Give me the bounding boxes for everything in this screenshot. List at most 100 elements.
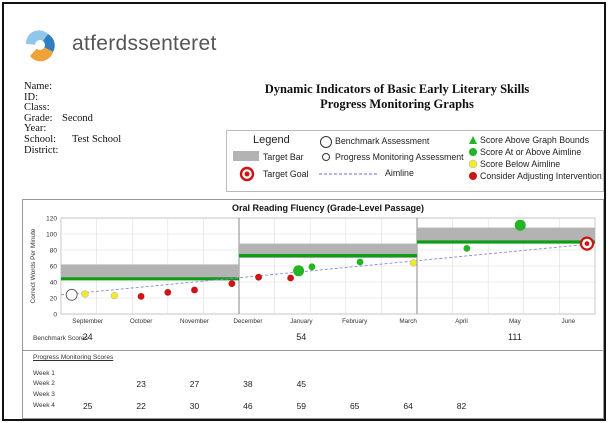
x-tick-label: December <box>233 318 262 325</box>
pm-score: 25 <box>82 401 93 411</box>
benchmark-point <box>65 288 78 301</box>
y-tick-label: 60 <box>50 264 58 271</box>
target-bar <box>417 227 595 242</box>
info-label: ID: <box>24 91 38 103</box>
week-label: Week 3 <box>33 391 55 398</box>
target-bar <box>61 264 239 280</box>
info-label: Grade: <box>24 112 53 124</box>
report-title-line2: Progress Monitoring Graphs <box>320 97 474 111</box>
pm-score: 65 <box>349 401 360 411</box>
benchmark-score: 54 <box>296 332 307 342</box>
yellow-point <box>409 259 418 267</box>
info-row: Grade: Second <box>24 112 93 125</box>
report-title-line1: Dynamic Indicators of Basic Early Litera… <box>264 82 530 96</box>
red-point <box>164 289 172 296</box>
x-tick-label: April <box>455 318 468 325</box>
red-point <box>255 273 262 281</box>
legend-above-bounds: Score Above Graph Bounds <box>480 135 590 145</box>
benchmark-point-green <box>293 265 305 277</box>
pm-score: 64 <box>403 401 413 411</box>
red-point <box>287 274 295 282</box>
legend-benchmark: Benchmark Assessment <box>335 136 430 146</box>
progress-circle-icon <box>322 153 330 161</box>
aimline-swatch-icon <box>319 173 379 175</box>
pm-score: 23 <box>136 379 146 389</box>
yellow-dot-icon <box>468 159 478 169</box>
x-tick-label: March <box>399 318 417 325</box>
aimline <box>60 243 596 296</box>
legend-title: Legend <box>253 134 290 146</box>
pm-score: 30 <box>189 401 200 411</box>
x-tick-label: November <box>180 318 209 325</box>
red-point <box>191 286 198 294</box>
benchmark-score: 24 <box>82 332 93 342</box>
legend-target-bar: Target Bar <box>263 152 304 162</box>
legend-target-goal: Target Goal <box>263 169 309 179</box>
red-point <box>137 293 145 300</box>
legend-below: Score Below Aimline <box>480 159 561 169</box>
section-divider <box>23 350 603 351</box>
y-tick-label: 100 <box>46 232 57 239</box>
legend-progress: Progress Monitoring Assessment <box>335 152 464 162</box>
x-tick-label: September <box>72 318 103 325</box>
info-label: Class: <box>24 102 50 114</box>
chart-panel: Oral Reading Fluency (Grade-Level Passag… <box>22 199 604 419</box>
red-dot-icon <box>469 172 477 180</box>
pm-score: 46 <box>243 401 253 411</box>
green-point <box>356 258 364 266</box>
x-tick-label: June <box>561 318 575 325</box>
week-label: Week 4 <box>33 402 55 409</box>
green-point <box>308 263 316 271</box>
x-tick-label: February <box>342 318 368 325</box>
info-label: Name: <box>24 81 52 92</box>
y-tick-label: 80 <box>50 248 58 255</box>
benchmark-point-green <box>514 219 526 231</box>
target-goal-icon <box>239 166 255 182</box>
y-tick-label: 120 <box>46 216 57 223</box>
green-dot-icon <box>469 148 477 156</box>
x-tick-label: January <box>290 318 313 325</box>
info-value: Test School <box>72 133 122 145</box>
report-title: Dynamic Indicators of Basic Early Litera… <box>234 82 560 112</box>
pm-score: 38 <box>243 379 253 389</box>
info-row: District: <box>24 144 59 157</box>
info-row: Year: <box>24 124 58 135</box>
legend: Legend Target Bar Target Goal Benchmark … <box>226 130 604 192</box>
yellow-point <box>81 290 89 298</box>
target-goal-center <box>584 241 590 246</box>
benchmark-scores-label: Benchmark Scores <box>33 335 88 342</box>
red-point <box>228 280 236 287</box>
info-row: Name: <box>24 81 58 93</box>
pm-score: 82 <box>456 401 467 411</box>
progress-monitoring-title: Progress Monitoring Scores <box>33 354 114 361</box>
info-row: Class: <box>24 103 58 114</box>
progress-chart: Oral Reading Fluency (Grade-Level Passag… <box>30 203 596 325</box>
benchmark-score: 111 <box>508 332 522 342</box>
y-tick-label: 0 <box>53 312 57 319</box>
pm-score: 45 <box>296 379 307 389</box>
info-label: Year: <box>24 123 47 135</box>
x-tick-label: May <box>509 318 522 325</box>
atferdssenteret-logo-icon <box>25 30 55 62</box>
green-point <box>463 245 471 252</box>
x-tick-label: October <box>130 318 152 325</box>
pm-score: 27 <box>189 379 200 389</box>
benchmark-circle-icon <box>320 136 332 148</box>
chart-title: Oral Reading Fluency (Grade-Level Passag… <box>232 203 424 213</box>
target-bar-swatch-icon <box>233 151 259 161</box>
legend-aimline: Aimline <box>385 168 414 178</box>
info-label: District: <box>24 144 59 156</box>
week-label: Week 1 <box>33 370 55 377</box>
info-row: School: Test School <box>24 133 121 146</box>
week-label: Week 2 <box>33 380 55 387</box>
info-row: ID: <box>24 91 58 104</box>
y-tick-label: 20 <box>50 296 58 303</box>
brand-name: atferdssenteret <box>72 32 217 55</box>
pm-score: 22 <box>136 401 146 411</box>
y-axis-label: Correct Words Per Minute <box>30 228 37 303</box>
yellow-point <box>110 291 119 300</box>
info-label: School: <box>24 133 57 145</box>
legend-at-or-above: Score At or Above Aimline <box>480 147 582 157</box>
student-info: Name: ID: Class: Grade: Second Year: School: Te… <box>24 81 121 157</box>
